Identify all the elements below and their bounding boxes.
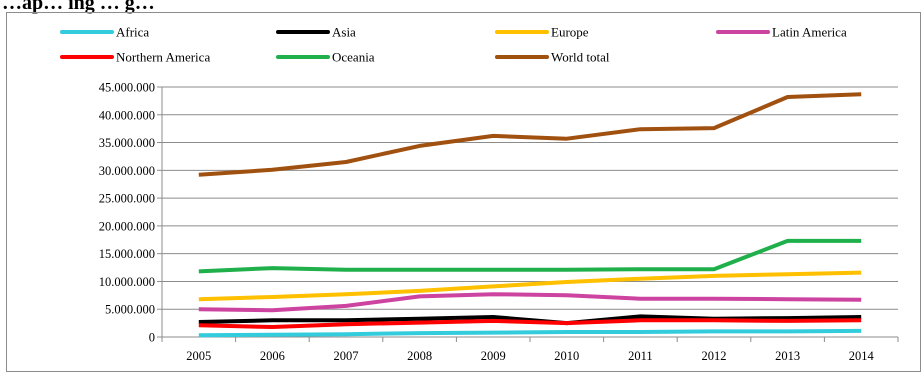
legend-label-oceania: Oceania — [332, 50, 375, 65]
x-tick-label: 2008 — [407, 349, 432, 363]
axes: 0 5.000.000 10.000.000 15.000.000 20.000.000… — [99, 81, 899, 363]
series-lines — [198, 92, 862, 338]
legend: Africa Asia Europe Latin America Northern Am… — [60, 25, 847, 65]
series-line-latin-america — [198, 292, 862, 313]
y-tick-label: 45.000.000 — [99, 81, 155, 95]
chart-frame — [6, 12, 921, 372]
legend-label-asia: Asia — [332, 25, 356, 40]
y-tick-label: 30.000.000 — [99, 164, 155, 178]
x-tick-label: 2010 — [554, 349, 579, 363]
legend-label-europe: Europe — [551, 25, 589, 40]
x-tick-label: 2014 — [849, 349, 875, 363]
y-tick-label: 20.000.000 — [99, 219, 155, 233]
page-title: …ap… ing … g… — [2, 0, 155, 14]
y-tick-label: 15.000.000 — [99, 247, 155, 261]
x-tick-label: 2005 — [186, 349, 211, 363]
legend-label-africa: Africa — [116, 25, 149, 40]
y-tick-label: 25.000.000 — [99, 192, 155, 206]
legend-label-northern-america: Northern America — [116, 50, 210, 65]
y-tick-label: 40.000.000 — [99, 108, 155, 122]
x-tick-label: 2011 — [628, 349, 653, 363]
x-tick-label: 2013 — [775, 349, 800, 363]
legend-label-latin-america: Latin America — [772, 25, 847, 40]
x-tick-label: 2007 — [334, 349, 359, 363]
legend-label-world-total: World total — [551, 50, 610, 65]
y-tick-label: 0 — [149, 331, 155, 345]
series-line-oceania — [198, 238, 862, 274]
y-tick-label: 10.000.000 — [99, 275, 155, 289]
x-tick-label: 2012 — [702, 349, 727, 363]
x-tick-label: 2006 — [260, 349, 285, 363]
series-line-northern-america — [198, 318, 862, 329]
y-tick-label: 5.000.000 — [105, 303, 155, 317]
series-line-world-total — [198, 92, 862, 177]
series-line-africa — [198, 328, 862, 338]
series-line-europe — [198, 270, 862, 302]
x-tick-label: 2009 — [481, 349, 506, 363]
y-tick-label: 35.000.000 — [99, 136, 155, 150]
